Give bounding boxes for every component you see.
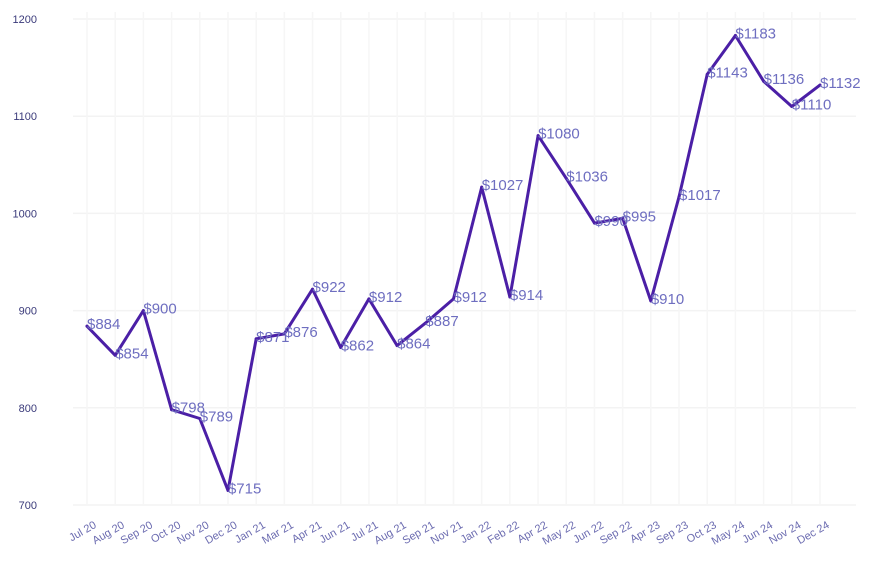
- data-label: $798: [172, 400, 205, 417]
- series-line: [85, 34, 822, 492]
- data-label: $914: [510, 287, 543, 304]
- data-label: $990: [594, 213, 627, 230]
- data-label: $876: [284, 324, 317, 341]
- data-point: [480, 185, 484, 189]
- data-label: $910: [651, 291, 684, 308]
- y-tick-label: 700: [19, 500, 37, 512]
- x-tick-label: Sep 22: [598, 519, 634, 547]
- data-label: $912: [369, 289, 402, 306]
- data-point: [226, 488, 230, 492]
- data-label: $854: [115, 345, 148, 362]
- x-tick-label: Sep 23: [654, 519, 690, 547]
- data-label: $884: [87, 316, 120, 333]
- data-label: $1143: [707, 64, 748, 81]
- data-point: [508, 295, 512, 299]
- data-label: $922: [313, 279, 346, 296]
- data-label: $912: [454, 289, 487, 306]
- data-point: [705, 72, 709, 76]
- grid: [73, 12, 856, 506]
- data-point: [339, 346, 343, 350]
- data-point: [677, 195, 681, 199]
- data-point: [733, 34, 737, 38]
- data-point: [818, 83, 822, 87]
- data-point: [536, 134, 540, 138]
- data-point: [85, 324, 89, 328]
- data-point: [452, 297, 455, 301]
- y-tick-label: 1200: [13, 14, 37, 26]
- x-tick-label: Dec 24: [795, 519, 831, 547]
- data-label: $1036: [566, 168, 608, 185]
- x-tick-label: Sep 20: [119, 519, 155, 547]
- y-tick-label: 1000: [13, 208, 37, 220]
- data-label: $1132: [820, 75, 861, 92]
- data-point: [395, 344, 399, 348]
- data-point: [621, 216, 625, 220]
- y-axis: 700 800 900 1000 1100 1200: [13, 14, 37, 512]
- data-point: [170, 408, 174, 412]
- data-label: $1027: [482, 177, 524, 194]
- data-point: [790, 104, 794, 108]
- x-tick-label: Dec 20: [203, 519, 239, 547]
- data-point: [311, 287, 315, 291]
- data-point: [762, 79, 766, 83]
- data-point: [254, 337, 258, 341]
- data-label: $1110: [792, 96, 832, 113]
- x-tick-label: May 24: [710, 519, 747, 547]
- x-tick-label: Nov 21: [429, 519, 465, 547]
- y-tick-label: 800: [19, 403, 37, 415]
- y-tick-label: 900: [19, 306, 37, 318]
- data-point: [113, 353, 117, 357]
- data-point: [198, 416, 202, 420]
- data-point: [282, 332, 286, 336]
- data-label: $1080: [538, 126, 580, 143]
- data-label: $887: [425, 313, 458, 330]
- x-tick-label: Mar 21: [260, 519, 296, 547]
- x-tick-label: Feb 22: [486, 519, 522, 547]
- data-label: $1017: [679, 187, 721, 204]
- data-label: $715: [228, 480, 261, 497]
- x-tick-label: Jun 21: [318, 519, 353, 546]
- data-point: [423, 321, 427, 325]
- data-label: $900: [143, 301, 176, 318]
- data-point: [564, 176, 568, 180]
- data-label: $864: [397, 336, 430, 353]
- data-label: $1183: [735, 26, 776, 43]
- data-point: [367, 297, 371, 301]
- y-tick-label: 1100: [13, 111, 37, 123]
- x-tick-label: May 22: [541, 519, 578, 547]
- data-label: $1136: [764, 71, 805, 88]
- data-point: [592, 221, 596, 225]
- data-labels: $884 $854 $900 $798$789 $715 $871$876 $922 $862…: [87, 26, 861, 498]
- x-tick-label: Apr 21: [290, 519, 324, 546]
- data-label: $871: [256, 329, 289, 346]
- data-label: $862: [341, 338, 374, 355]
- data-point: [649, 299, 653, 303]
- data-point: [141, 309, 145, 313]
- data-label: $995: [623, 208, 656, 225]
- data-label: $789: [200, 408, 233, 425]
